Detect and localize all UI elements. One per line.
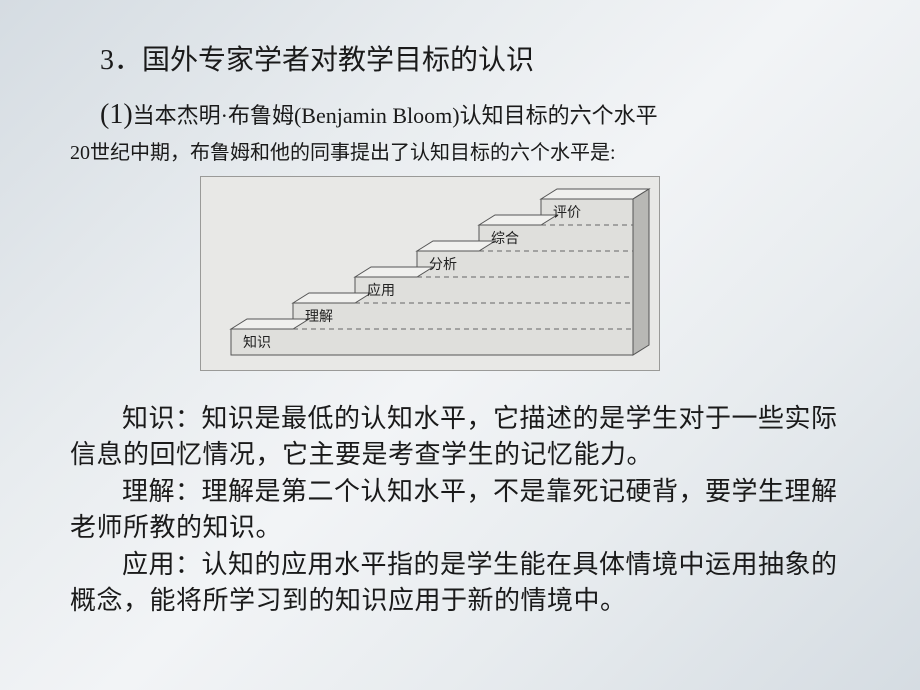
subsection-heading: (1)当本杰明·布鲁姆(Benjamin Bloom)认知目标的六个水平 — [100, 94, 850, 136]
subsection-number: (1) — [100, 99, 133, 130]
paragraph: 知识：知识是最低的认知水平，它描述的是学生对于一些实际信息的回忆情况，它主要是考… — [70, 401, 850, 474]
body-text: 知识：知识是最低的认知水平，它描述的是学生对于一些实际信息的回忆情况，它主要是考… — [70, 401, 850, 619]
svg-text:应用: 应用 — [367, 282, 395, 298]
stair-svg: 知识 理解 应用 分析 综合 评价 — [201, 177, 660, 371]
svg-text:综合: 综合 — [491, 230, 519, 246]
paragraph: 应用：认知的应用水平指的是学生能在具体情境中运用抽象的概念，能将所学习到的知识应… — [70, 547, 850, 620]
section-heading: 3．国外专家学者对教学目标的认识 — [100, 40, 850, 82]
svg-text:评价: 评价 — [553, 204, 581, 220]
paragraph: 理解：理解是第二个认知水平，不是靠死记硬背，要学生理解老师所教的知识。 — [70, 474, 850, 547]
context-line: 20世纪中期，布鲁姆和他的同事提出了认知目标的六个水平是: — [70, 138, 850, 168]
bloom-stair-diagram: 知识 理解 应用 分析 综合 评价 — [200, 176, 660, 371]
svg-text:知识: 知识 — [243, 334, 271, 350]
subsection-text: 当本杰明·布鲁姆(Benjamin Bloom)认知目标的六个水平 — [133, 103, 658, 128]
svg-text:分析: 分析 — [429, 256, 457, 272]
svg-text:理解: 理解 — [305, 308, 333, 324]
